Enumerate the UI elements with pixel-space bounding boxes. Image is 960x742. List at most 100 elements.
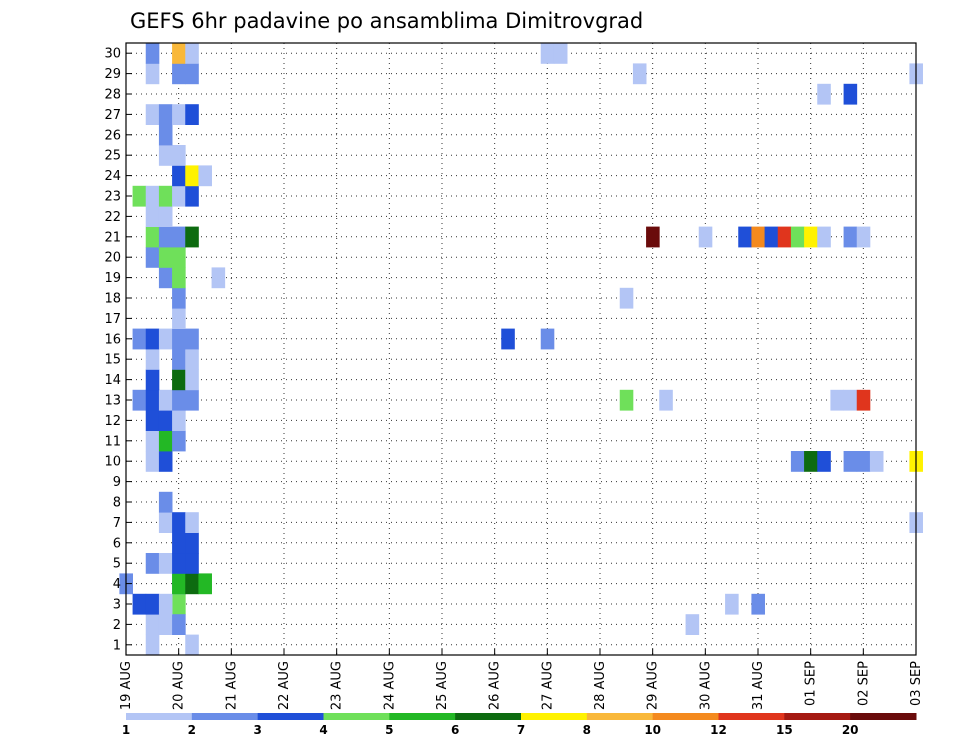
heatmap-cell	[172, 308, 186, 329]
heatmap-cell	[619, 287, 634, 309]
x-tick-label: 20 AUG	[172, 661, 187, 710]
heatmap-cell	[172, 553, 186, 574]
colorbar-label: 3	[253, 723, 261, 737]
heatmap-cell	[158, 430, 173, 452]
heatmap-cell	[145, 389, 160, 411]
x-tick-label: 26 AUG	[488, 661, 503, 710]
heatmap-cell	[158, 267, 173, 289]
heatmap-cell	[145, 451, 160, 472]
heatmap-cell	[540, 43, 555, 64]
heatmap-cell	[804, 226, 818, 248]
y-tick-label: 7	[113, 516, 121, 531]
heatmap-cell	[158, 104, 173, 125]
heatmap-cell	[158, 451, 173, 472]
y-tick-label: 22	[104, 210, 121, 225]
heatmap-cells	[119, 43, 923, 656]
y-tick-label: 11	[104, 434, 121, 449]
heatmap-cell	[172, 573, 186, 595]
heatmap-cell	[172, 512, 186, 533]
heatmap-cell	[869, 451, 884, 472]
y-axis: 1234567891011121314151617181920212223242…	[104, 47, 132, 653]
colorbar-swatch	[126, 713, 193, 720]
heatmap-cell	[185, 512, 199, 533]
x-axis: 19 AUG 20 AUG 21 AUG 22 AUG 23 AUG 24 AUG 25 A…	[119, 649, 924, 710]
heatmap-cell	[145, 104, 160, 125]
heatmap-cell	[790, 226, 805, 248]
heatmap-cell	[145, 247, 160, 268]
heatmap-cell	[172, 43, 186, 64]
heatmap-cell	[751, 593, 765, 615]
x-tick-label: 29 AUG	[646, 661, 661, 710]
heatmap-cell	[856, 389, 871, 411]
heatmap-cell	[145, 614, 160, 635]
x-tick-label: 27 AUG	[540, 661, 555, 710]
colorbar-label: 12	[710, 723, 727, 737]
heatmap-cell	[198, 165, 212, 187]
y-tick-label: 21	[104, 230, 121, 245]
y-tick-label: 10	[104, 455, 121, 470]
heatmap-cell	[843, 389, 858, 411]
heatmap-cell	[172, 287, 186, 309]
colorbar-swatch	[323, 713, 390, 720]
heatmap-cell	[158, 206, 173, 227]
x-tick-label: 25 AUG	[435, 661, 450, 710]
heatmap-cell	[145, 185, 160, 207]
heatmap-cell	[172, 349, 186, 370]
x-tick-label: 01 SEP	[804, 661, 819, 706]
y-tick-label: 9	[113, 475, 121, 490]
heatmap-cell	[172, 63, 186, 85]
colorbar-swatch	[521, 713, 588, 720]
colorbar-label: 5	[385, 723, 393, 737]
y-tick-label: 24	[104, 169, 121, 184]
heatmap-cell	[751, 226, 765, 248]
heatmap-cell	[185, 553, 199, 574]
colorbar-swatch	[652, 713, 719, 720]
colorbar-label: 15	[776, 723, 793, 737]
heatmap-cell	[172, 165, 186, 187]
heatmap-cell	[158, 553, 173, 574]
heatmap-cell	[172, 593, 186, 615]
heatmap-cell	[211, 267, 226, 289]
grid-lines	[126, 43, 916, 655]
heatmap-cell	[132, 185, 147, 207]
x-tick-label: 30 AUG	[698, 661, 713, 710]
y-tick-label: 16	[104, 332, 121, 347]
x-tick-label: 23 AUG	[330, 661, 345, 710]
heatmap-cell	[145, 410, 160, 431]
heatmap-cell	[619, 389, 634, 411]
heatmap-cell	[172, 104, 186, 125]
heatmap-cell	[540, 328, 555, 350]
heatmap-cell	[145, 63, 160, 85]
heatmap-cell	[172, 389, 186, 411]
y-tick-label: 3	[113, 598, 121, 613]
plot-frame	[125, 42, 917, 656]
heatmap-cell	[185, 165, 199, 187]
heatmap-cell	[158, 614, 173, 635]
heatmap-cell	[185, 369, 199, 391]
heatmap-cell	[790, 451, 805, 472]
colorbar-swatch	[257, 713, 324, 720]
heatmap-cell	[158, 247, 173, 268]
x-tick-label: 21 AUG	[224, 661, 239, 710]
y-tick-label: 29	[104, 67, 121, 82]
heatmap-cell	[172, 410, 186, 431]
heatmap-cell	[185, 573, 199, 595]
y-tick-label: 2	[113, 618, 121, 633]
x-tick-label: 19 AUG	[119, 661, 134, 710]
heatmap-cell	[158, 593, 173, 615]
heatmap-cell	[158, 389, 173, 411]
y-tick-label: 12	[104, 414, 121, 429]
heatmap-cell	[145, 206, 160, 227]
heatmap-cell	[145, 634, 160, 656]
y-tick-label: 26	[104, 128, 121, 143]
y-tick-label: 19	[104, 271, 121, 286]
heatmap-cell	[185, 43, 199, 64]
y-tick-label: 14	[104, 373, 121, 388]
y-tick-label: 13	[104, 394, 121, 409]
heatmap-cell	[145, 43, 160, 64]
heatmap-cell	[804, 451, 818, 472]
colorbar-label: 2	[188, 723, 196, 737]
heatmap-cell	[843, 83, 858, 105]
y-tick-label: 15	[104, 353, 121, 368]
